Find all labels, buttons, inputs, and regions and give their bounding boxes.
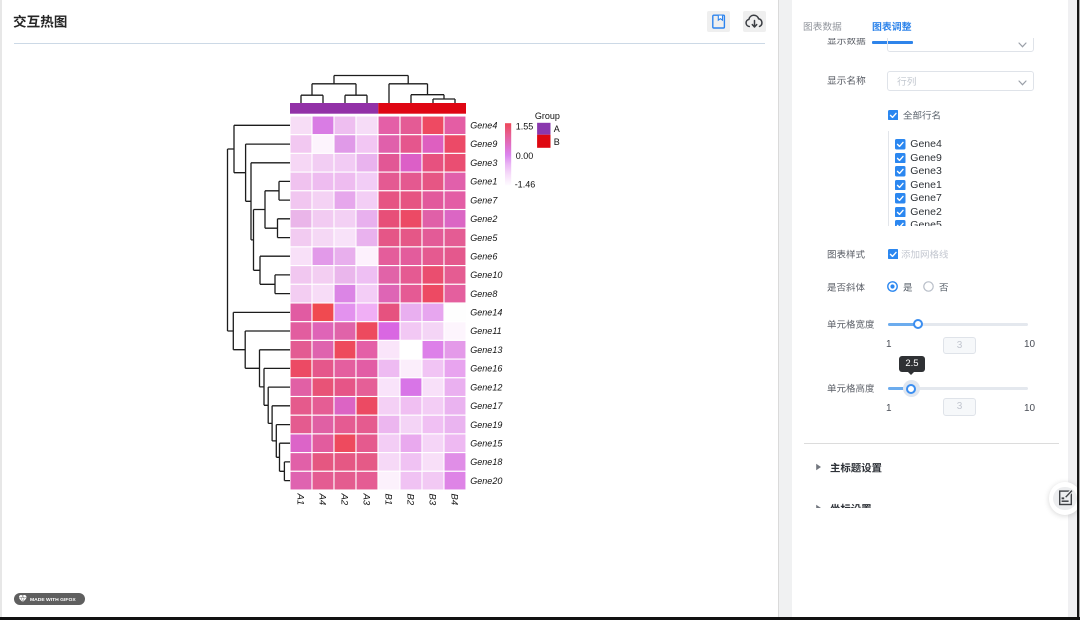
svg-text:Gene17: Gene17	[470, 401, 503, 411]
svg-text:Gene13: Gene13	[470, 345, 502, 355]
svg-text:Gene18: Gene18	[470, 457, 502, 467]
svg-text:Gene6: Gene6	[470, 251, 497, 261]
svg-text:Gene11: Gene11	[470, 326, 501, 336]
svg-text:A3: A3	[361, 493, 372, 506]
svg-text:Gene3: Gene3	[470, 158, 497, 168]
svg-text:B4: B4	[449, 494, 460, 506]
svg-text:Gene8: Gene8	[470, 289, 497, 299]
svg-text:A4: A4	[317, 493, 328, 506]
svg-text:Gene5: Gene5	[470, 233, 498, 243]
svg-text:0.00: 0.00	[516, 151, 534, 161]
svg-text:Group: Group	[535, 111, 560, 121]
svg-text:Gene12: Gene12	[470, 382, 502, 392]
svg-text:Gene1: Gene1	[470, 177, 497, 187]
svg-text:Gene9: Gene9	[470, 139, 497, 149]
svg-text:Gene19: Gene19	[470, 420, 502, 430]
svg-text:1.55: 1.55	[516, 122, 534, 132]
svg-text:Gene7: Gene7	[470, 195, 498, 205]
svg-text:Gene10: Gene10	[470, 270, 502, 280]
svg-text:Gene20: Gene20	[470, 476, 502, 486]
svg-text:Gene16: Gene16	[470, 364, 502, 374]
svg-text:Gene4: Gene4	[470, 121, 497, 131]
svg-text:-1.46: -1.46	[515, 180, 536, 190]
svg-text:B1: B1	[383, 494, 394, 506]
svg-text:A1: A1	[295, 493, 306, 506]
svg-text:Gene14: Gene14	[470, 308, 502, 318]
svg-text:B: B	[554, 137, 560, 147]
svg-text:A: A	[554, 124, 560, 134]
svg-text:B3: B3	[427, 494, 438, 506]
svg-text:A2: A2	[339, 493, 350, 506]
svg-text:Gene15: Gene15	[470, 438, 503, 448]
svg-text:B2: B2	[405, 494, 416, 506]
svg-text:Gene2: Gene2	[470, 214, 497, 224]
